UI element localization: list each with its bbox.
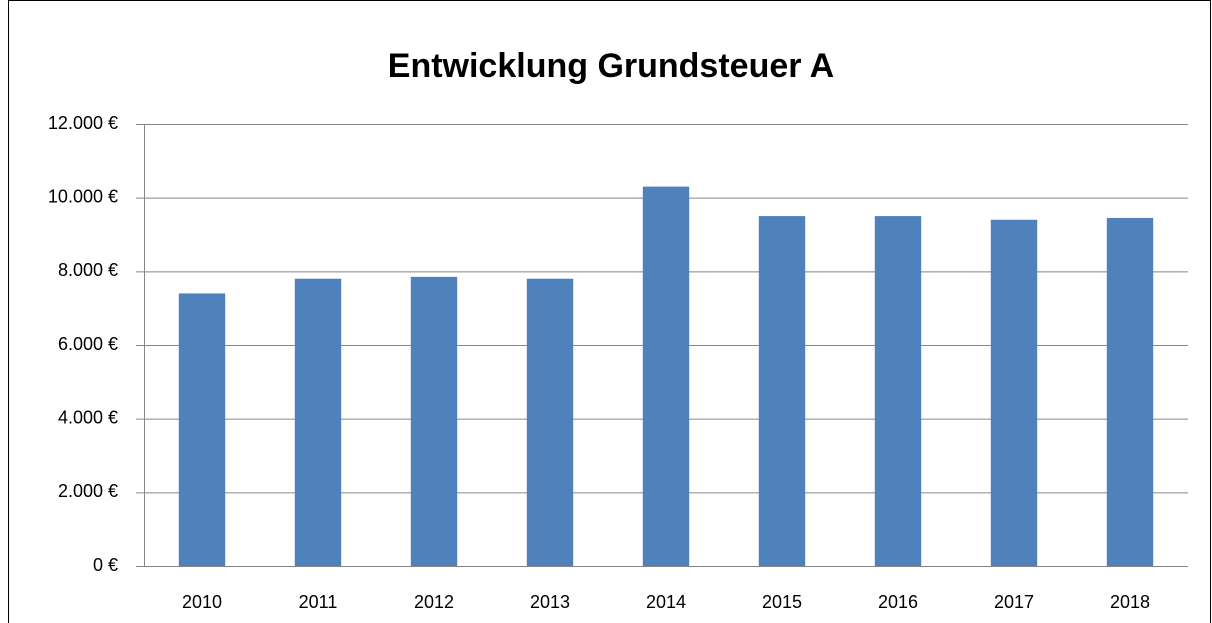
- x-tick-label: 2011: [299, 592, 338, 612]
- bar: [178, 293, 226, 566]
- x-tick-label: 2014: [646, 592, 686, 612]
- x-tick-label: 2018: [1110, 592, 1150, 612]
- bar: [410, 276, 458, 566]
- y-tick-label: 6.000 €: [58, 334, 118, 354]
- bar: [1106, 217, 1154, 567]
- bar: [642, 186, 690, 566]
- x-tick-label: 2017: [994, 592, 1034, 612]
- bar: [294, 278, 342, 566]
- chart-title: Entwicklung Grundsteuer A: [388, 47, 834, 85]
- y-tick-label: 10.000 €: [48, 186, 118, 206]
- y-tick-label: 12.000 €: [48, 113, 118, 133]
- bar: [526, 278, 574, 566]
- x-tick-label: 2013: [530, 592, 570, 612]
- x-tick-label: 2015: [762, 592, 802, 612]
- y-tick-label: 2.000 €: [58, 481, 118, 501]
- y-tick-label: 0 €: [93, 555, 118, 575]
- x-tick-label: 2016: [878, 592, 918, 612]
- y-tick-label: 8.000 €: [58, 260, 118, 280]
- x-tick-label: 2010: [182, 592, 222, 612]
- bar: [758, 216, 806, 567]
- bar: [874, 216, 922, 567]
- x-tick-label: 2012: [414, 592, 454, 612]
- y-tick-label: 4.000 €: [58, 407, 118, 427]
- bar: [990, 219, 1038, 566]
